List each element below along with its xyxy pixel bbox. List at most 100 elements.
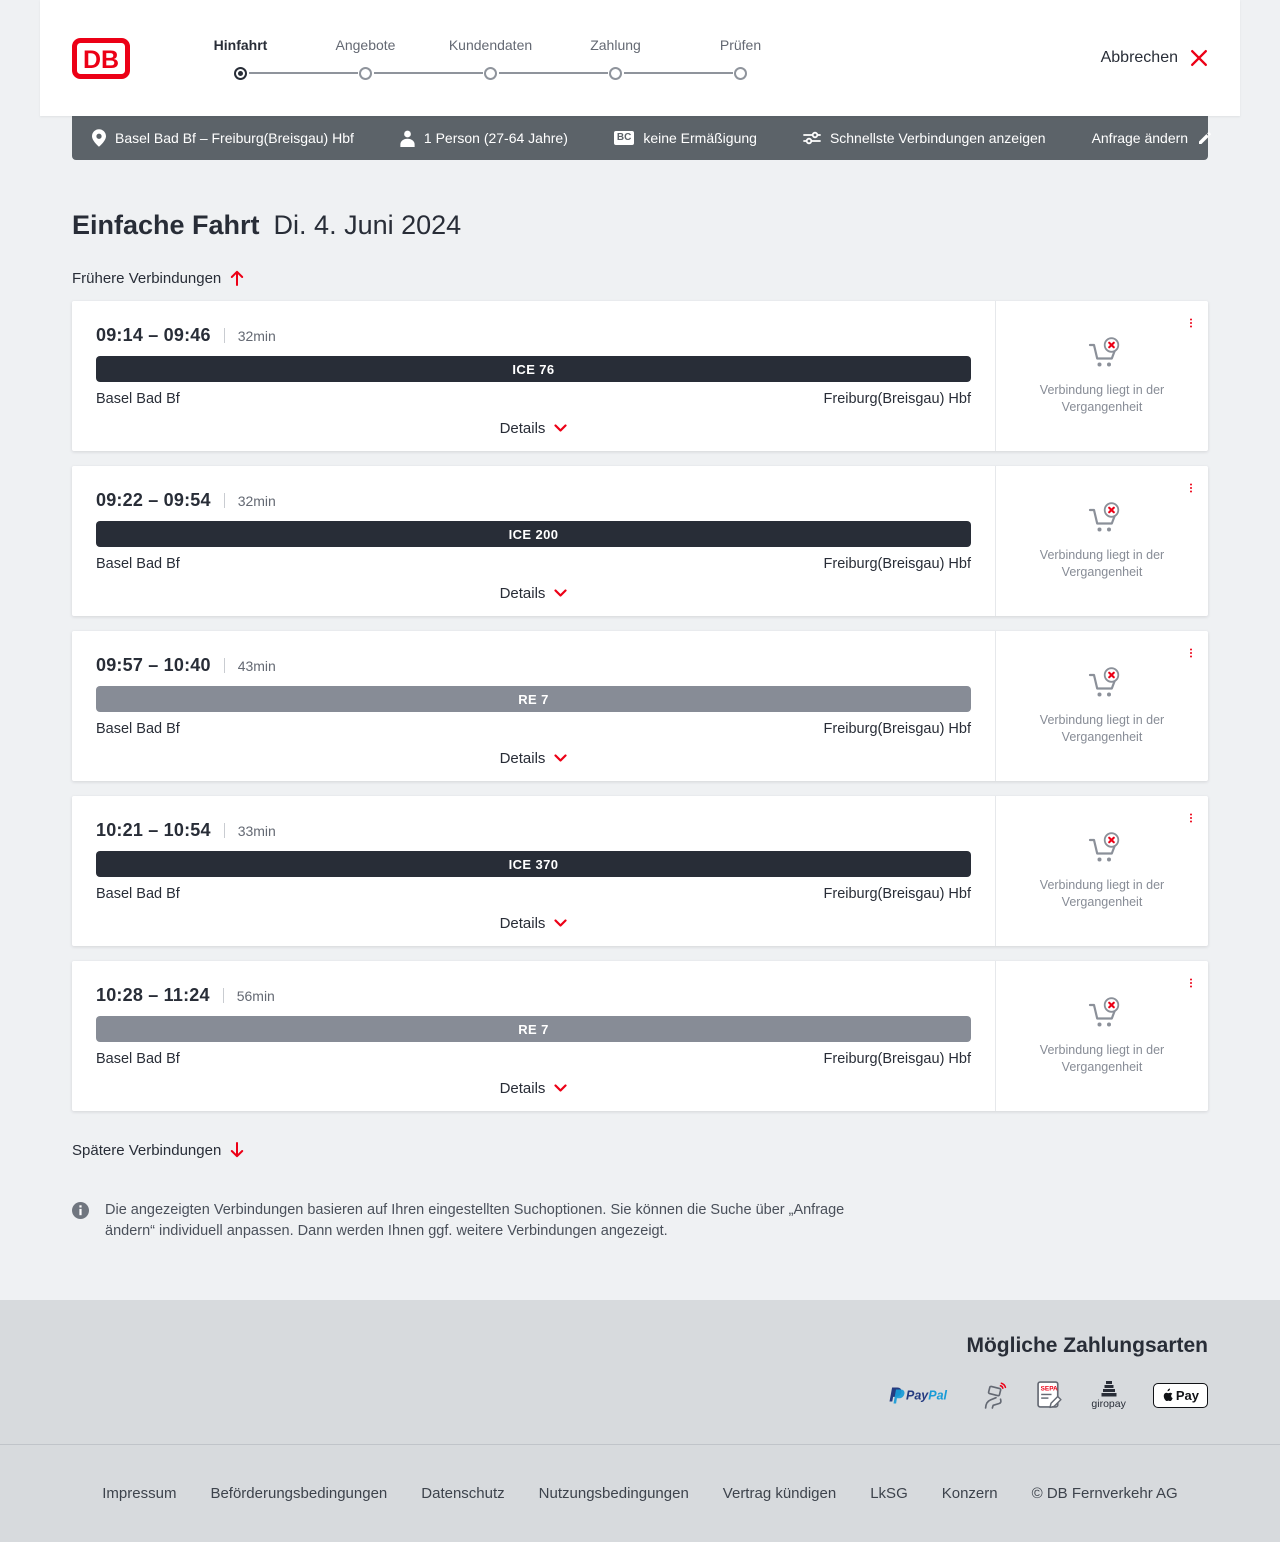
step-label: Angebote <box>335 36 396 53</box>
giropay-building-icon <box>1101 1380 1117 1396</box>
connection-card: 10:28 – 11:24 56min RE 7 Basel Bad Bf Fr… <box>72 961 1208 1111</box>
arrival-station: Freiburg(Breisgau) Hbf <box>823 391 971 407</box>
connection-card-side: Verbindung liegt in der Vergangenheit <box>995 961 1208 1111</box>
train-label-bar: RE 7 <box>96 1016 971 1042</box>
train-label-bar: ICE 370 <box>96 851 971 877</box>
details-toggle[interactable]: Details <box>96 915 971 932</box>
departure-station: Basel Bad Bf <box>96 391 180 407</box>
info-icon <box>72 1202 89 1219</box>
cart-unavailable-icon <box>1088 996 1120 1026</box>
earlier-connections-label: Frühere Verbindungen <box>72 269 222 287</box>
time-row: 10:21 – 10:54 33min <box>96 820 971 841</box>
train-label-bar: ICE 200 <box>96 521 971 547</box>
departure-station: Basel Bad Bf <box>96 721 180 737</box>
departure-station: Basel Bad Bf <box>96 1051 180 1067</box>
train-label-bar: RE 7 <box>96 686 971 712</box>
stations-row: Basel Bad Bf Freiburg(Breisgau) Hbf <box>96 1051 971 1067</box>
connection-card-main: 10:28 – 11:24 56min RE 7 Basel Bad Bf Fr… <box>72 961 995 1111</box>
filter-icon <box>803 131 821 145</box>
details-toggle[interactable]: Details <box>96 420 971 437</box>
paypal-text-1: Pay <box>906 1389 929 1403</box>
footer-link-datenschutz[interactable]: Datenschutz <box>421 1485 505 1502</box>
connection-duration: 32min <box>237 493 276 509</box>
step-label: Zahlung <box>590 36 641 53</box>
past-connection-notice: Verbindung liegt in der Vergangenheit <box>1039 877 1165 909</box>
svg-text:PayPal: PayPal <box>906 1389 948 1403</box>
footer-link-lksg[interactable]: LkSG <box>870 1485 908 1502</box>
earlier-connections-link[interactable]: Frühere Verbindungen <box>72 268 244 288</box>
connection-time: 09:22 – 09:54 <box>96 490 211 510</box>
footer-link-befoerderungsbedingungen[interactable]: Beförderungsbedingungen <box>210 1485 388 1502</box>
chevron-down-icon <box>554 754 568 762</box>
main-content: Einfache Fahrt Di. 4. Juni 2024 Frühere … <box>0 210 1280 1242</box>
details-label: Details <box>499 585 546 602</box>
footer-link-vertrag-kuendigen[interactable]: Vertrag kündigen <box>722 1485 837 1502</box>
fastest-connections-toggle[interactable]: Schnellste Verbindungen anzeigen <box>803 130 1046 146</box>
page-title: Einfache Fahrt <box>72 210 260 240</box>
connection-time: 09:57 – 10:40 <box>96 655 211 675</box>
trip-header: Einfache Fahrt Di. 4. Juni 2024 <box>72 210 1208 244</box>
step-zahlung: Zahlung <box>498 36 678 80</box>
separator <box>223 493 225 508</box>
connection-card: 09:57 – 10:40 43min RE 7 Basel Bad Bf Fr… <box>72 631 1208 781</box>
passenger-text: 1 Person (27-64 Jahre) <box>423 130 568 146</box>
connection-menu-button[interactable] <box>1187 808 1195 828</box>
db-logo: DB <box>72 37 130 79</box>
cancel-label: Abbrechen <box>1100 49 1178 66</box>
connection-menu-button[interactable] <box>1187 478 1195 498</box>
payments-title: Mögliche Zahlungsarten <box>966 1334 1208 1357</box>
step-dot <box>234 66 247 80</box>
person-icon <box>400 130 415 147</box>
step-dot <box>609 66 622 80</box>
edit-request-label: Anfrage ändern <box>1091 130 1189 146</box>
separator <box>222 988 224 1003</box>
arrow-up-icon <box>231 270 244 286</box>
connection-menu-button[interactable] <box>1187 973 1195 993</box>
separator <box>223 658 225 673</box>
past-connection-notice: Verbindung liegt in der Vergangenheit <box>1039 382 1165 414</box>
arrival-station: Freiburg(Breisgau) Hbf <box>823 1051 971 1067</box>
later-connections-link[interactable]: Spätere Verbindungen <box>72 1140 244 1160</box>
cart-unavailable-icon <box>1088 831 1120 861</box>
connection-card-side: Verbindung liegt in der Vergangenheit <box>995 796 1208 946</box>
paypal-logo: PayPal <box>889 1387 948 1404</box>
chevron-down-icon <box>554 424 568 432</box>
footer-link-impressum[interactable]: Impressum <box>102 1485 177 1502</box>
footer-link-bar: Impressum Beförderungsbedingungen Datens… <box>0 1444 1280 1542</box>
cancel-button[interactable]: Abbrechen <box>1101 49 1208 67</box>
connection-card-main: 09:22 – 09:54 32min ICE 200 Basel Bad Bf… <box>72 466 995 616</box>
connection-duration: 32min <box>237 328 276 344</box>
location-pin-icon <box>92 129 106 147</box>
stations-row: Basel Bad Bf Freiburg(Breisgau) Hbf <box>96 391 971 407</box>
footer-link-nutzungsbedingungen[interactable]: Nutzungsbedingungen <box>538 1485 689 1502</box>
step-dot <box>734 66 747 80</box>
time-row: 09:14 – 09:46 32min <box>96 325 971 346</box>
stations-row: Basel Bad Bf Freiburg(Breisgau) Hbf <box>96 556 971 572</box>
checkout-stepper: Hinfahrt Angebote Kundendaten Zahlung Pr… <box>178 37 803 80</box>
contactless-payment-icon <box>985 1382 1007 1409</box>
time-row: 09:22 – 09:54 32min <box>96 490 971 511</box>
connection-menu-button[interactable] <box>1187 313 1195 333</box>
edit-request-button[interactable]: Anfrage ändern <box>1092 130 1214 146</box>
details-toggle[interactable]: Details <box>96 1080 971 1097</box>
sepa-text: SEPA <box>1041 1385 1058 1392</box>
fastest-connections-label: Schnellste Verbindungen anzeigen <box>829 130 1046 146</box>
connection-time: 10:21 – 10:54 <box>96 820 211 840</box>
footer-link-konzern[interactable]: Konzern <box>941 1485 998 1502</box>
route-text: Basel Bad Bf – Freiburg(Breisgau) Hbf <box>115 130 354 146</box>
connection-menu-button[interactable] <box>1187 643 1195 663</box>
payment-methods: PayPal SEPA <box>72 1375 1208 1415</box>
travel-date: Di. 4. Juni 2024 <box>273 210 462 240</box>
connection-duration: 33min <box>237 823 276 839</box>
details-toggle[interactable]: Details <box>96 750 971 767</box>
arrow-down-icon <box>231 1142 244 1158</box>
step-angebote: Angebote <box>248 36 428 80</box>
discount-summary: BC keine Ermäßigung <box>613 130 757 146</box>
time-row: 09:57 – 10:40 43min <box>96 655 971 676</box>
step-pruefen: Prüfen <box>623 37 803 80</box>
step-label: Kundendaten <box>448 36 533 53</box>
details-toggle[interactable]: Details <box>96 585 971 602</box>
discount-text: keine Ermäßigung <box>643 130 757 146</box>
time-row: 10:28 – 11:24 56min <box>96 985 971 1006</box>
passenger-summary: 1 Person (27-64 Jahre) <box>400 130 568 147</box>
